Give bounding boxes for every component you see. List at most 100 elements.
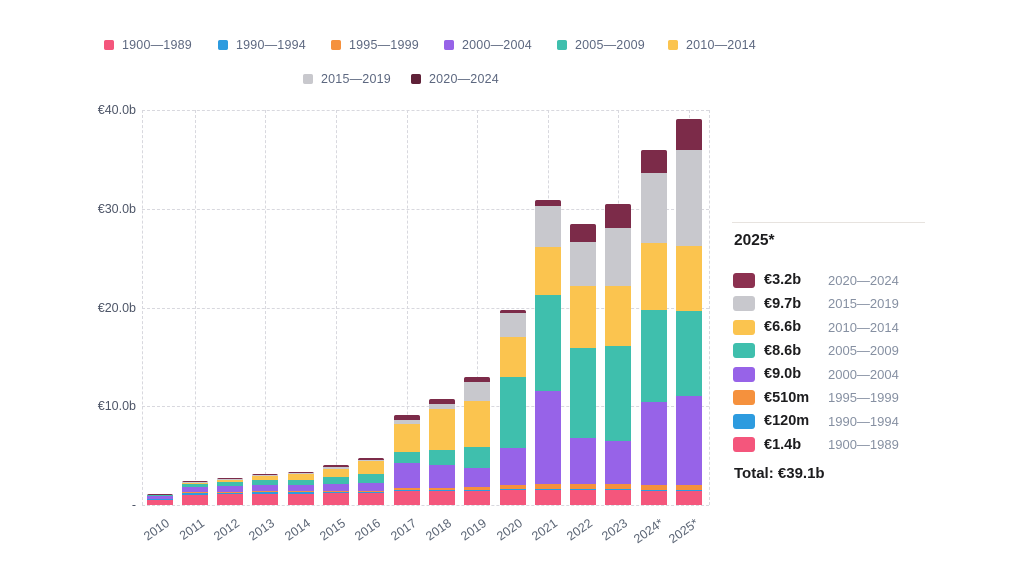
tooltip-total: Total: €39.1b bbox=[734, 465, 825, 482]
segment-2005-2009 bbox=[499, 377, 526, 449]
legend-swatch bbox=[303, 74, 313, 84]
segment-1900-1989 bbox=[252, 493, 279, 505]
bar-2019[interactable] bbox=[464, 376, 491, 505]
y-tick-label: €10.0b bbox=[97, 399, 136, 414]
legend-item-1995-1999[interactable]: 1995—1999 bbox=[331, 38, 419, 52]
bar-2017[interactable] bbox=[393, 415, 420, 505]
bar-2021[interactable] bbox=[534, 199, 561, 505]
segment-1995-1999 bbox=[534, 484, 561, 490]
segment-1990-1994 bbox=[217, 492, 244, 495]
segment-2000-2004 bbox=[358, 482, 385, 491]
segment-1990-1994 bbox=[605, 489, 632, 491]
segment-1900-1989 bbox=[393, 491, 420, 505]
bar-2023[interactable] bbox=[605, 203, 632, 505]
segment-2020-2024 bbox=[570, 223, 597, 243]
legend-item-2020-2024[interactable]: 2020—2024 bbox=[411, 72, 499, 86]
tooltip-swatch bbox=[733, 413, 755, 429]
bar-2025[interactable] bbox=[676, 118, 702, 505]
segment-2000-2004 bbox=[428, 464, 455, 489]
bar-2014[interactable] bbox=[287, 471, 314, 505]
segment-2015-2019 bbox=[464, 381, 491, 402]
tooltip-value: €3.2b bbox=[764, 272, 802, 288]
segment-2010-2014 bbox=[287, 474, 314, 480]
gridline-h-20 bbox=[142, 307, 709, 309]
bar-2024[interactable] bbox=[640, 149, 667, 506]
segment-2005-2009 bbox=[217, 481, 244, 487]
tooltip-range: 2000—2004 bbox=[828, 366, 899, 382]
segment-2000-2004 bbox=[676, 396, 702, 485]
segment-2000-2004 bbox=[323, 484, 349, 491]
segment-1995-1999 bbox=[640, 485, 667, 491]
segment-2010-2014 bbox=[323, 468, 349, 478]
legend-swatch bbox=[444, 40, 454, 50]
bar-2016[interactable] bbox=[358, 457, 385, 505]
segment-2005-2009 bbox=[287, 479, 314, 486]
legend-item-2010-2014[interactable]: 2010—2014 bbox=[668, 38, 756, 52]
segment-2020-2024 bbox=[358, 457, 385, 460]
segment-2010-2014 bbox=[393, 424, 420, 452]
segment-2005-2009 bbox=[428, 449, 455, 465]
legend-item-2005-2009[interactable]: 2005—2009 bbox=[557, 38, 645, 52]
legend-label: 1995—1999 bbox=[349, 38, 419, 52]
segment-2020-2024 bbox=[464, 376, 491, 382]
gridline-v bbox=[265, 110, 267, 505]
segment-2010-2014 bbox=[464, 401, 491, 447]
segment-2010-2014 bbox=[428, 409, 455, 450]
tooltip-range: 1995—1999 bbox=[828, 390, 899, 405]
gridline-h-40 bbox=[142, 110, 709, 111]
segment-2015-2019 bbox=[428, 404, 455, 410]
segment-2020-2024 bbox=[605, 203, 632, 228]
segment-1900-1989 bbox=[146, 500, 173, 505]
segment-2000-2004 bbox=[217, 486, 244, 492]
segment-1900-1989 bbox=[428, 491, 455, 505]
tooltip-swatch bbox=[733, 390, 755, 405]
tooltip-value: €8.6b bbox=[764, 342, 802, 359]
segment-2015-2019 bbox=[252, 475, 279, 477]
segment-2005-2009 bbox=[570, 347, 597, 438]
bar-2012[interactable] bbox=[217, 477, 244, 505]
segment-1900-1989 bbox=[676, 491, 702, 505]
bar-2010[interactable] bbox=[146, 494, 173, 505]
bar-2011[interactable] bbox=[181, 481, 208, 505]
legend-item-2000-2004[interactable]: 2000—2004 bbox=[444, 38, 532, 52]
tooltip-year-title: 2025* bbox=[734, 232, 775, 249]
tooltip-range: 1900—1989 bbox=[828, 437, 899, 452]
bar-2018[interactable] bbox=[428, 399, 455, 505]
legend-swatch bbox=[218, 40, 228, 50]
segment-1990-1994 bbox=[358, 492, 385, 494]
tooltip-swatch bbox=[733, 319, 755, 335]
legend-swatch bbox=[668, 40, 678, 50]
segment-1990-1994 bbox=[287, 492, 314, 494]
tooltip-range: 1990—1994 bbox=[828, 413, 899, 429]
segment-1995-1999 bbox=[570, 484, 597, 490]
tooltip-value: €9.0b bbox=[764, 366, 802, 382]
legend-item-1990-1994[interactable]: 1990—1994 bbox=[218, 38, 306, 52]
bar-2015[interactable] bbox=[323, 464, 349, 505]
tooltip-row-1995-1999: €510m 1995—1999 bbox=[733, 389, 928, 407]
segment-1990-1994 bbox=[181, 493, 208, 495]
segment-2020-2024 bbox=[640, 149, 667, 174]
bar-2022[interactable] bbox=[570, 223, 597, 505]
segment-2005-2009 bbox=[605, 345, 632, 441]
legend-label: 2005—2009 bbox=[575, 38, 645, 52]
segment-2000-2004 bbox=[181, 487, 208, 493]
legend-item-1900-1989[interactable]: 1900—1989 bbox=[104, 38, 192, 52]
segment-1900-1989 bbox=[534, 490, 561, 505]
bar-2013[interactable] bbox=[252, 473, 279, 505]
segment-1900-1989 bbox=[287, 493, 314, 505]
legend-item-2015-2019[interactable]: 2015—2019 bbox=[303, 72, 391, 86]
y-tick-label: €30.0b bbox=[97, 201, 136, 216]
segment-2000-2004 bbox=[570, 437, 597, 485]
segment-1990-1994 bbox=[464, 490, 491, 492]
bar-2020[interactable] bbox=[499, 309, 526, 505]
gridline-h-10 bbox=[142, 406, 709, 408]
segment-1990-1994 bbox=[534, 489, 561, 491]
segment-1900-1989 bbox=[358, 493, 385, 505]
segment-2010-2014 bbox=[570, 285, 597, 348]
segment-1900-1989 bbox=[323, 493, 349, 505]
segment-1995-1999 bbox=[358, 490, 385, 493]
segment-2015-2019 bbox=[534, 205, 561, 248]
segment-2000-2004 bbox=[146, 495, 173, 499]
segment-1995-1999 bbox=[393, 488, 420, 491]
gridline-h-0 bbox=[142, 505, 709, 506]
